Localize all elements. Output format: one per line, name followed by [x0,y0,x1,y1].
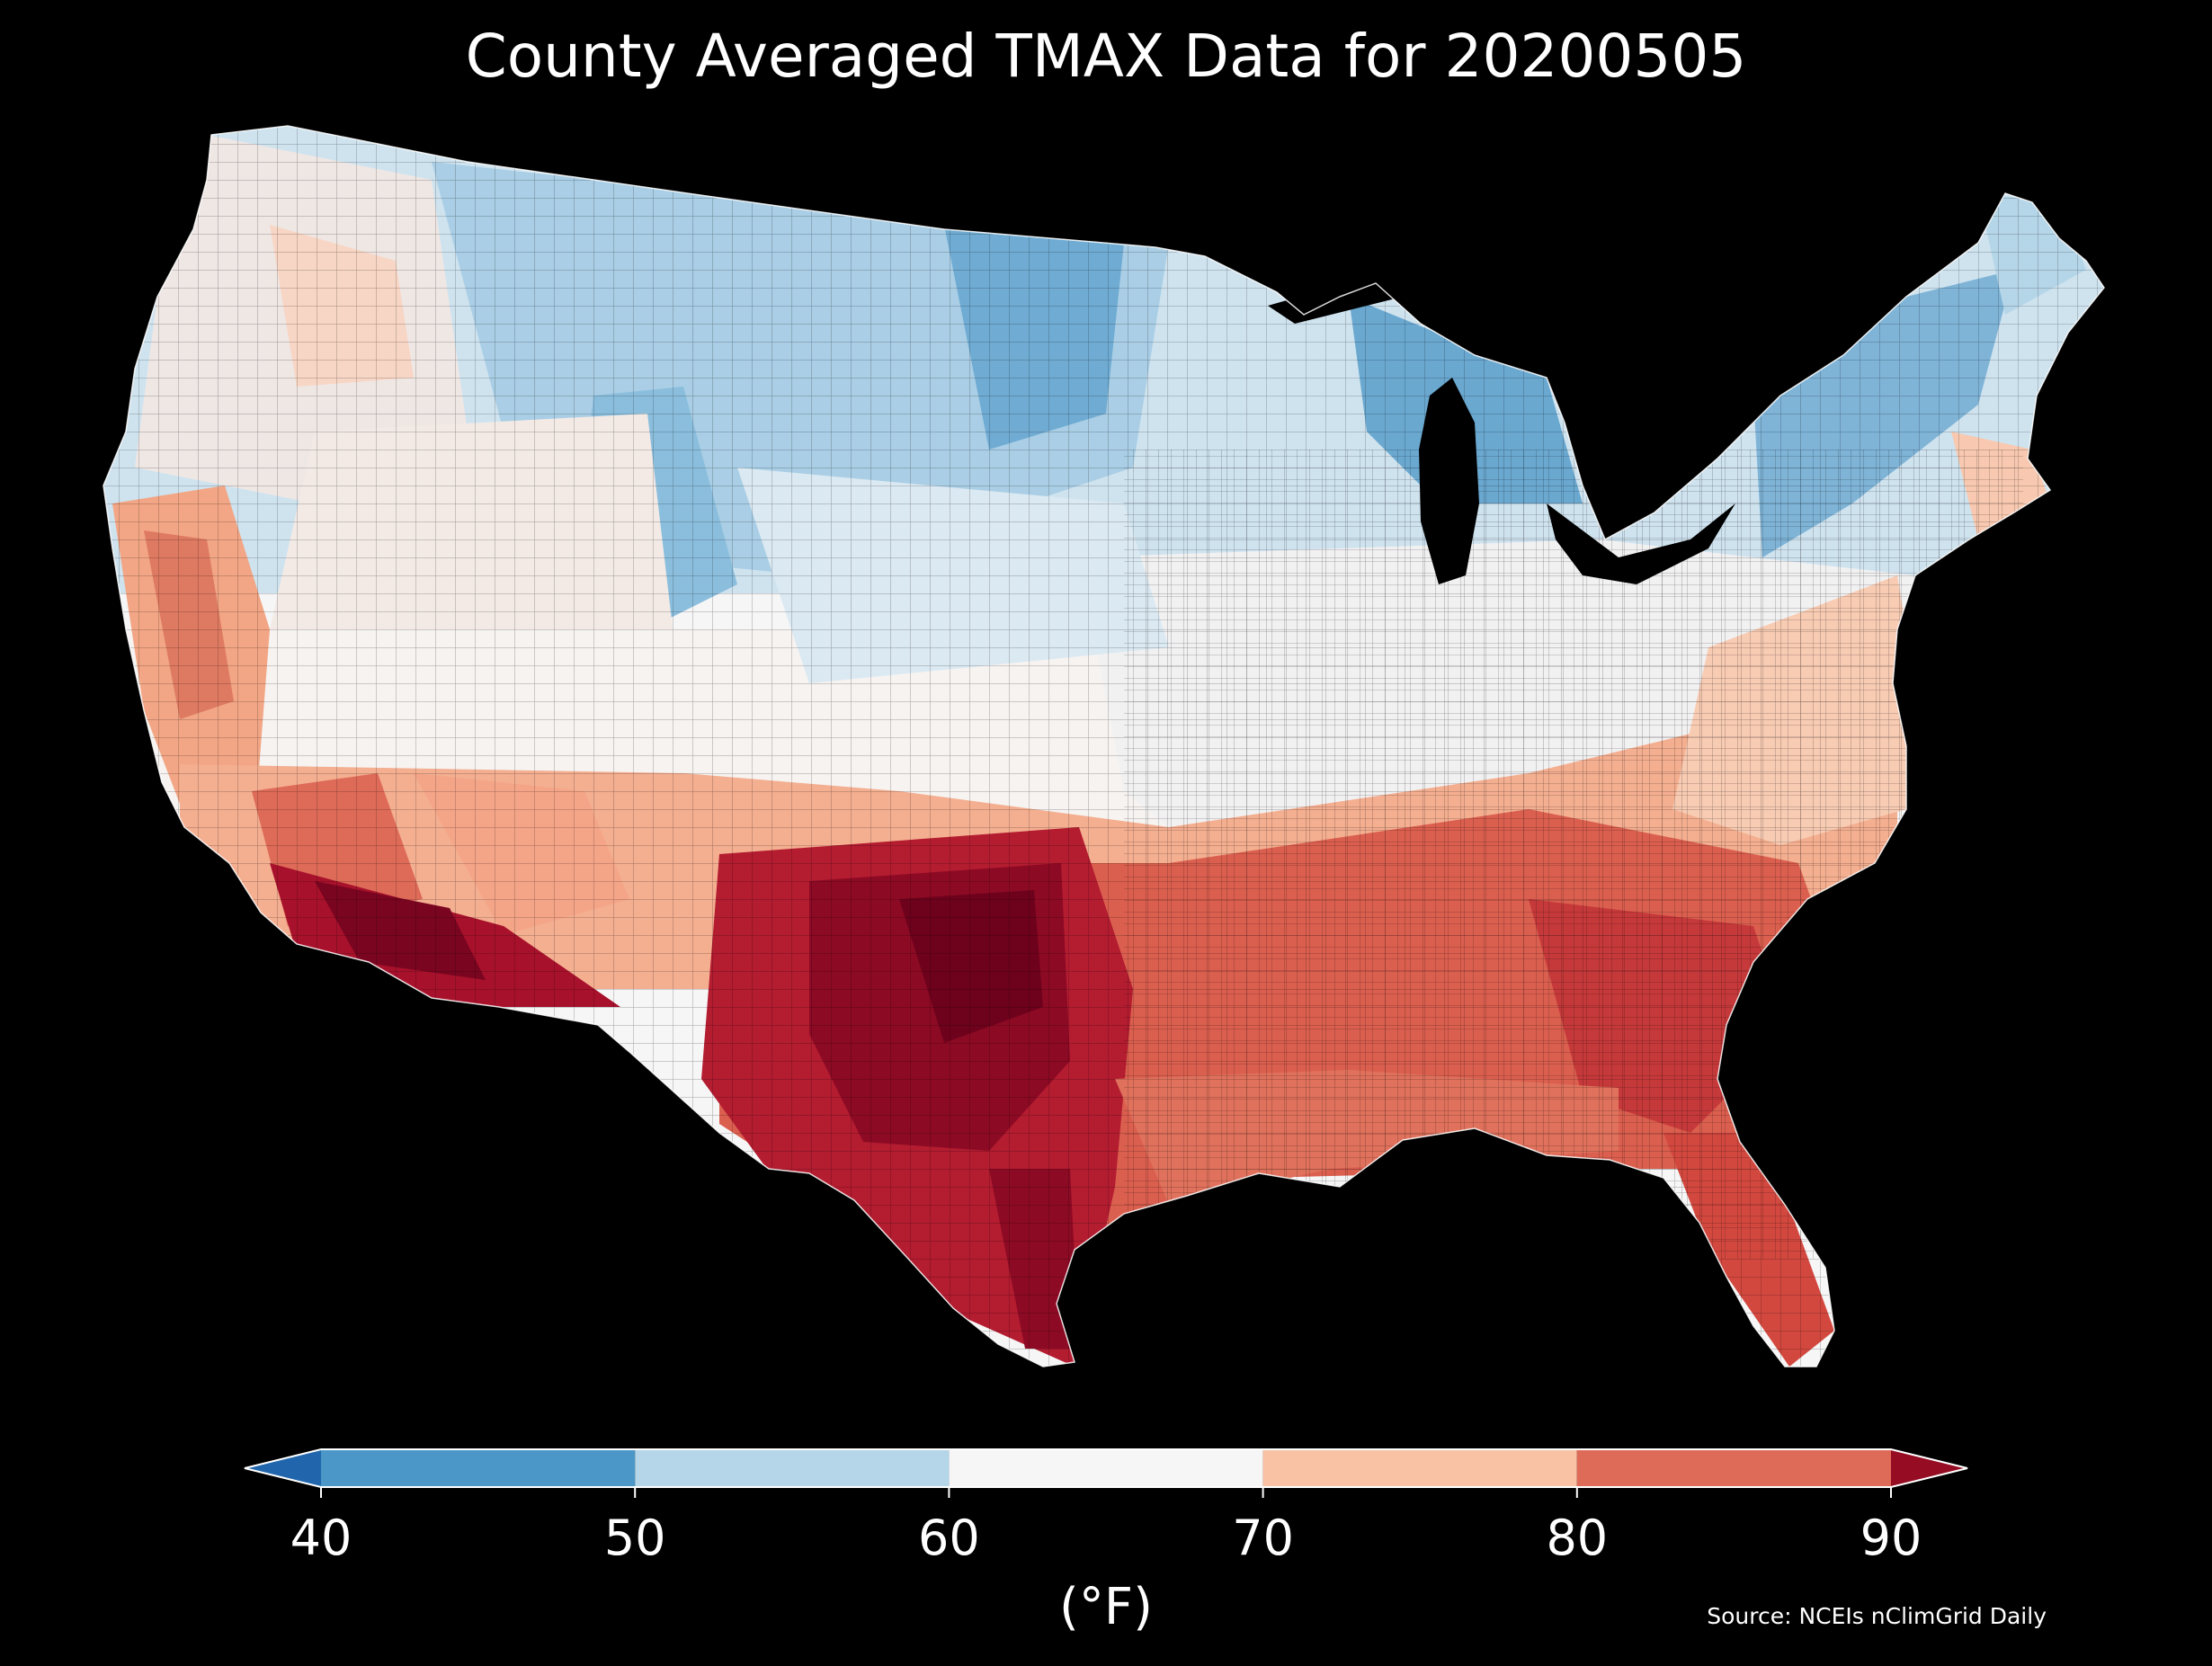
colorbar-tick-label: 40 [290,1510,352,1566]
colorbar-tick-label: 90 [1860,1510,1922,1566]
lake-huron-erie [1547,503,1735,584]
colorbar-bin-50-60 [635,1449,950,1487]
colorbar-unit-label: (°F) [1059,1578,1153,1636]
colorbar-bin-40-50 [321,1449,636,1487]
colorbar-extend-low [245,1449,321,1487]
colorbar-bin-70-80 [1262,1449,1577,1487]
colorbar-tick-label: 60 [918,1510,980,1566]
map-title: County Averaged TMAX Data for 20200505 [465,22,1747,91]
colorbar-bin-80-90 [1576,1449,1891,1487]
colorbar-bin-60-70 [949,1449,1263,1487]
colorbar-tick-label: 70 [1232,1510,1294,1566]
colorbar-tick-label: 50 [603,1510,666,1566]
colorbar-extend-high [1891,1449,1967,1487]
source-credit: Source: NCEIs nClimGrid Daily [1707,1603,2047,1629]
colorbar-tick-label: 80 [1546,1510,1609,1566]
lake-michigan [1419,378,1479,584]
